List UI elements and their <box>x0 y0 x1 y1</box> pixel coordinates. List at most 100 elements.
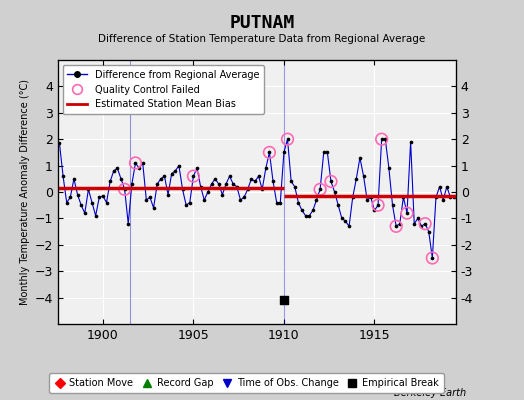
Point <box>81 210 89 216</box>
Point <box>305 212 313 219</box>
Point <box>124 220 133 227</box>
Point <box>374 202 382 208</box>
Point <box>359 173 368 179</box>
Point <box>399 194 408 200</box>
Point <box>450 194 458 200</box>
Point <box>403 210 411 216</box>
Point <box>171 168 180 174</box>
Point <box>280 297 288 304</box>
Point <box>345 223 353 230</box>
Point <box>189 173 198 179</box>
Point <box>70 176 78 182</box>
Point <box>84 186 93 192</box>
Point <box>417 223 425 230</box>
Point <box>370 207 379 214</box>
Point <box>413 215 422 222</box>
Point <box>428 255 436 261</box>
Point <box>291 184 299 190</box>
Text: PUTNAM: PUTNAM <box>230 14 294 32</box>
Point <box>160 173 169 179</box>
Point <box>337 215 346 222</box>
Point <box>247 176 256 182</box>
Point <box>258 186 266 192</box>
Point <box>327 178 335 185</box>
Point <box>261 165 270 172</box>
Point <box>428 255 436 261</box>
Point <box>385 165 393 172</box>
Point <box>254 173 263 179</box>
Point <box>334 202 342 208</box>
Point <box>196 184 205 190</box>
Point <box>208 181 216 187</box>
Point <box>316 186 324 192</box>
Point <box>193 165 201 172</box>
Point <box>312 197 321 203</box>
Point <box>392 223 400 230</box>
Point <box>396 220 404 227</box>
Point <box>381 136 389 142</box>
Point <box>446 194 455 200</box>
Point <box>432 194 440 200</box>
Point <box>59 173 67 179</box>
Point <box>138 160 147 166</box>
Point <box>66 194 74 200</box>
Point <box>164 192 172 198</box>
Point <box>135 165 143 172</box>
Point <box>88 199 96 206</box>
Point <box>363 197 372 203</box>
Point <box>443 184 451 190</box>
Point <box>189 173 198 179</box>
Point <box>352 176 361 182</box>
Point <box>110 168 118 174</box>
Point <box>73 192 82 198</box>
Point <box>113 165 122 172</box>
Point <box>185 199 194 206</box>
Point <box>200 197 209 203</box>
Point <box>102 199 111 206</box>
Point <box>301 212 310 219</box>
Point <box>244 186 252 192</box>
Point <box>174 162 183 169</box>
Point <box>331 189 339 195</box>
Point <box>280 149 288 156</box>
Point <box>377 136 386 142</box>
Text: Difference of Station Temperature Data from Regional Average: Difference of Station Temperature Data f… <box>99 34 425 44</box>
Point <box>283 136 292 142</box>
Y-axis label: Monthly Temperature Anomaly Difference (°C): Monthly Temperature Anomaly Difference (… <box>20 79 30 305</box>
Point <box>146 194 154 200</box>
Point <box>367 194 375 200</box>
Point <box>421 220 429 227</box>
Point <box>182 202 190 208</box>
Point <box>439 197 447 203</box>
Point <box>316 186 324 192</box>
Point <box>178 186 187 192</box>
Point <box>283 136 292 142</box>
Point <box>132 160 140 166</box>
Point <box>240 194 248 200</box>
Point <box>214 181 223 187</box>
Point <box>424 228 433 235</box>
Point <box>153 181 161 187</box>
Point <box>106 178 114 185</box>
Point <box>128 181 136 187</box>
Point <box>55 140 63 146</box>
Point <box>132 160 140 166</box>
Point <box>276 199 285 206</box>
Point <box>374 202 382 208</box>
Point <box>95 194 103 200</box>
Point <box>121 186 129 192</box>
Point <box>218 192 226 198</box>
Point <box>388 202 397 208</box>
Point <box>225 173 234 179</box>
Point <box>320 149 328 156</box>
Point <box>236 197 245 203</box>
Point <box>117 176 125 182</box>
Point <box>392 223 400 230</box>
Point <box>298 207 306 214</box>
Point <box>92 212 100 219</box>
Point <box>99 193 107 199</box>
Point <box>403 210 411 216</box>
Point <box>157 176 165 182</box>
Point <box>377 136 386 142</box>
Point <box>356 154 364 161</box>
